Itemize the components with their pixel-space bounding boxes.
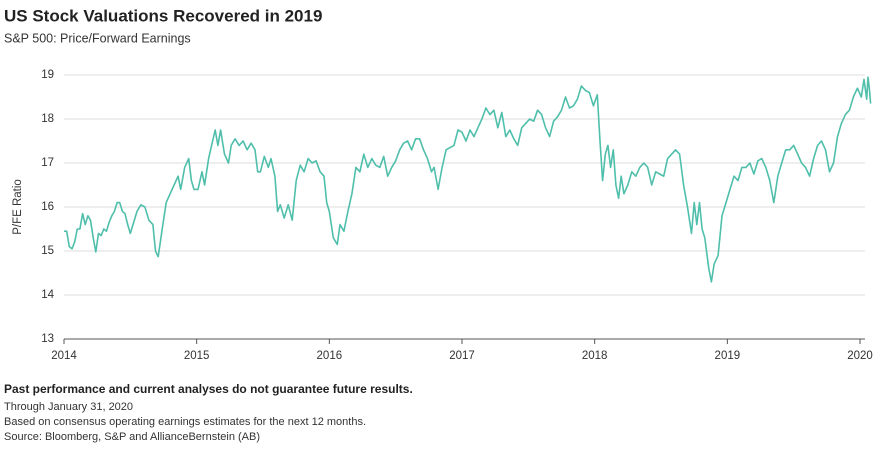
y-tick-label: 14: [41, 289, 54, 301]
y-tick-label: 19: [41, 69, 54, 81]
footnote: Source: Bloomberg, S&P and AllianceBerns…: [4, 431, 260, 443]
chart-title: US Stock Valuations Recovered in 2019: [4, 6, 322, 25]
y-axis-label: P/FE Ratio: [12, 179, 24, 235]
x-tick-label: 2015: [184, 350, 210, 362]
x-tick-label: 2020: [847, 350, 873, 362]
x-tick-label: 2016: [317, 350, 343, 362]
x-tick-label: 2018: [582, 350, 608, 362]
y-tick-label: 18: [41, 113, 54, 125]
y-tick-label: 15: [41, 245, 54, 257]
line: [64, 76, 872, 283]
y-tick-label: 16: [41, 201, 54, 213]
x-tick-label: 2019: [715, 350, 741, 362]
footnote: Based on consensus operating earnings es…: [4, 416, 366, 428]
footnote: Through January 31, 2020: [4, 401, 133, 413]
footnote: Past performance and current analyses do…: [4, 382, 413, 396]
x-tick-label: 2014: [51, 350, 77, 362]
chart-subtitle: S&P 500: Price/Forward Earnings: [4, 31, 191, 45]
x-tick-label: 2017: [449, 350, 475, 362]
y-tick-label: 13: [41, 333, 54, 345]
y-tick-label: 17: [41, 157, 54, 169]
